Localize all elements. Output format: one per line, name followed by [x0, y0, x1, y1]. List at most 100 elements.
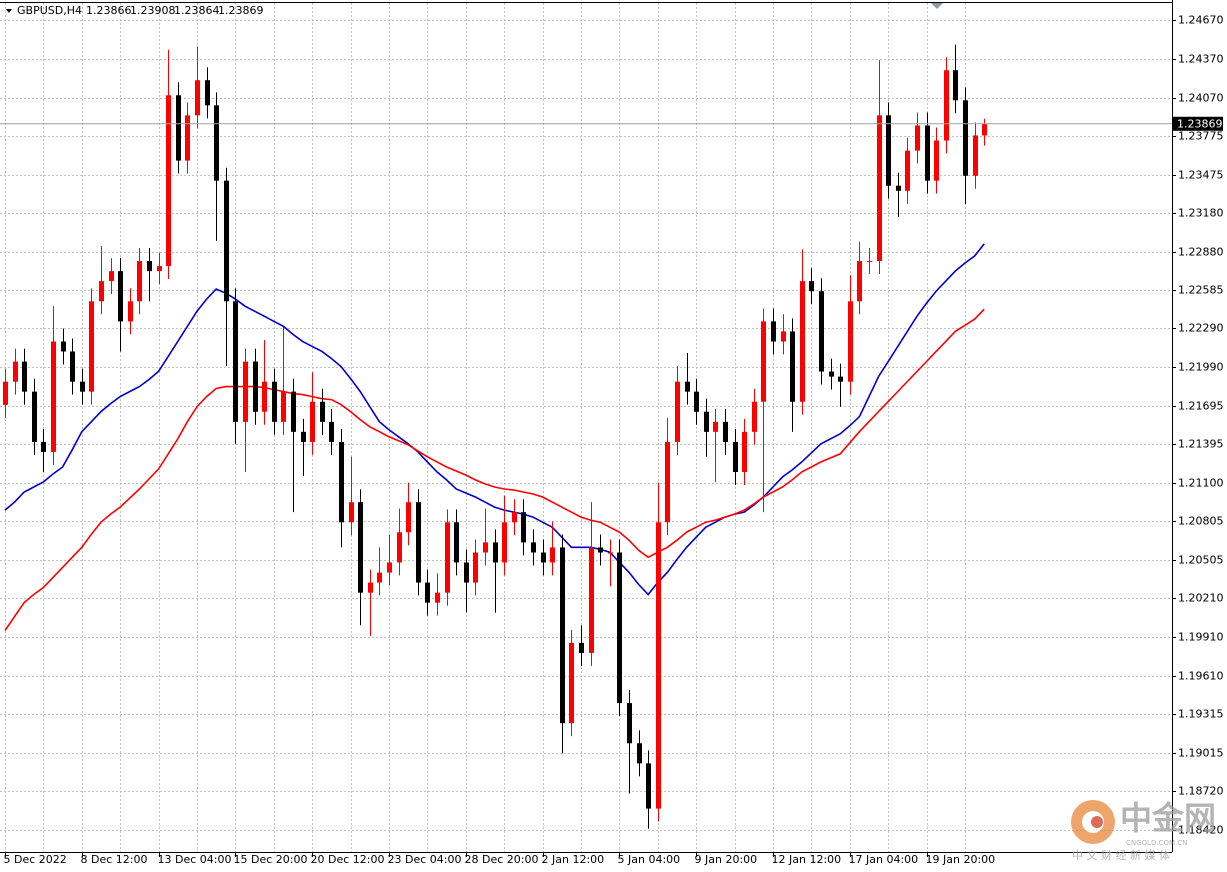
- x-tick-label: 8 Dec 12:00: [81, 853, 148, 866]
- candle-body: [137, 261, 142, 302]
- candle-body: [771, 321, 776, 342]
- candle-body: [349, 502, 354, 523]
- y-tick-label: 1.21395: [1178, 438, 1224, 451]
- y-tick-label: 1.21100: [1178, 477, 1224, 490]
- candle-body: [809, 281, 814, 292]
- candle-body: [982, 123, 987, 136]
- candle-body: [819, 291, 824, 372]
- candle-body: [656, 522, 661, 809]
- x-tick-label: 15 Dec 20:00: [234, 853, 308, 866]
- candle-body: [310, 401, 315, 442]
- candle-body: [320, 401, 325, 422]
- candle-body: [454, 522, 459, 563]
- candle-body: [541, 552, 546, 563]
- candle-body: [416, 502, 421, 583]
- x-tick-label: 28 Dec 20:00: [465, 853, 539, 866]
- candle-body: [157, 266, 162, 272]
- candle-body: [925, 125, 930, 181]
- y-tick-label: 1.23775: [1178, 130, 1224, 143]
- candle-body: [800, 281, 805, 402]
- candle-body: [531, 542, 536, 553]
- moving-average-line: [4, 243, 985, 596]
- axes: 1.24670 1.24370 1.24070 1.23775 1.23475 1.231…: [0, 14, 1224, 866]
- candle-body: [185, 115, 190, 161]
- candle-body: [493, 542, 498, 563]
- candle-body: [646, 763, 651, 809]
- candles: [3, 44, 987, 829]
- watermark-slogan: 中 文 财 经 新 媒 体: [1072, 848, 1170, 862]
- candle-body: [723, 421, 728, 442]
- header-value: 1.23869: [218, 4, 264, 17]
- candle-body: [973, 135, 978, 176]
- y-tick-label: 1.23180: [1178, 207, 1224, 220]
- candle-body: [848, 301, 853, 382]
- x-tick-label: 19 Jan 20:00: [926, 853, 996, 866]
- candle-body: [128, 301, 133, 322]
- y-tick-label: 1.24670: [1178, 14, 1224, 27]
- y-tick-label: 1.20505: [1178, 554, 1224, 567]
- candle-body: [857, 261, 862, 302]
- candle-body: [377, 572, 382, 583]
- y-tick-label: 1.24370: [1178, 53, 1224, 66]
- candle-body: [838, 376, 843, 382]
- candle-body: [867, 261, 872, 263]
- candle-body: [291, 391, 296, 432]
- candle-body: [944, 70, 949, 141]
- candle-body: [733, 441, 738, 473]
- watermark: 中金网 CNGOLD.COM.CN 中 文 财 经 新 媒 体: [1071, 799, 1216, 862]
- candle-body: [617, 552, 622, 704]
- candle-body: [550, 547, 555, 563]
- candle-body: [685, 381, 690, 392]
- header-value: 1.23908: [130, 4, 176, 17]
- candle-body: [301, 431, 306, 442]
- x-tick-label: 2 Jan 12:00: [542, 853, 605, 866]
- candle-body: [387, 562, 392, 573]
- candle-body: [713, 421, 718, 432]
- candle-body: [233, 301, 238, 422]
- candle-body: [339, 441, 344, 523]
- y-tick-label: 1.18720: [1178, 785, 1224, 798]
- candle-body: [70, 351, 75, 382]
- candle-body: [22, 361, 27, 392]
- candle-body: [358, 502, 363, 593]
- candle-body: [886, 115, 891, 186]
- candle-body: [569, 642, 574, 724]
- candle-body: [445, 522, 450, 593]
- candle-body: [483, 542, 488, 553]
- header-value: 1.23864: [174, 4, 220, 17]
- candle-body: [147, 261, 152, 272]
- candle-body: [80, 381, 85, 392]
- y-tick-label: 1.19015: [1178, 747, 1224, 760]
- y-tick-label: 1.20805: [1178, 515, 1224, 528]
- moving-average-line: [4, 308, 985, 632]
- candle-body: [934, 140, 939, 181]
- candle-body: [166, 95, 171, 267]
- x-tick-label: 12 Jan 12:00: [772, 853, 842, 866]
- candle-body: [953, 70, 958, 101]
- current-price-label: 1.23869: [1177, 117, 1223, 130]
- candle-body: [829, 371, 834, 377]
- x-tick-label: 13 Dec 04:00: [158, 853, 232, 866]
- x-tick-label: 17 Jan 04:00: [849, 853, 919, 866]
- candle-body: [253, 361, 258, 412]
- candle-body: [512, 512, 517, 523]
- y-tick-label: 1.18420: [1178, 824, 1224, 837]
- candle-body: [89, 301, 94, 392]
- candle-body: [99, 281, 104, 302]
- candle-body: [406, 502, 411, 533]
- y-tick-label: 1.19315: [1178, 708, 1224, 721]
- candle-body: [896, 185, 901, 191]
- candle-body: [473, 552, 478, 583]
- y-tick-label: 1.23475: [1178, 169, 1224, 182]
- symbol-title: GBPUSD,H4: [17, 4, 82, 17]
- candle-body: [704, 411, 709, 432]
- x-tick-label: 5 Jan 04:00: [618, 853, 681, 866]
- y-tick-label: 1.22880: [1178, 246, 1224, 259]
- x-tick-label: 5 Dec 2022: [4, 853, 67, 866]
- candle-body: [205, 80, 210, 106]
- candle-body: [637, 743, 642, 764]
- x-tick-label: 20 Dec 12:00: [311, 853, 385, 866]
- candle-body: [915, 125, 920, 151]
